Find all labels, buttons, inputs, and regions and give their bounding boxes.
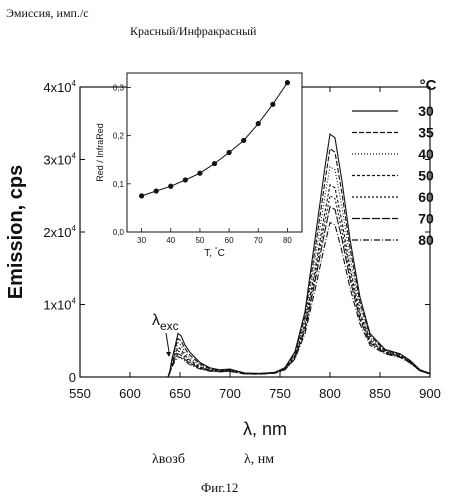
inset-x-tick-label-40: 40 [166,236,175,245]
x-tick-label-700: 700 [219,386,241,401]
inset-x-tick-label-70: 70 [254,236,263,245]
legend-label-35: 35 [418,125,434,141]
inset-point-80 [284,80,291,86]
y-tick-label-1: 1x104 [43,297,76,313]
lambda-exc-arrow-head [166,352,171,357]
inset-point-40 [168,183,174,189]
legend-title: °C [420,77,437,94]
y-tick-label-0: 0 [69,370,76,385]
inset-x-tick-label-80: 80 [283,236,292,245]
figure-caption: Фиг.12 [201,480,239,495]
inset-y-axis-label: Red / InfraRed [95,123,105,182]
legend-label-70: 70 [418,211,434,227]
lambda-exc-label: λexc [152,312,179,333]
inset-y-tick-label-0,3: 0,3 [113,83,125,92]
inset-point-30 [138,193,145,199]
inset-point-75 [270,101,276,107]
series-line-80 [80,221,431,378]
lambda-exc-arrow-line [165,332,170,353]
inset-y-tick-label-0,1: 0,1 [113,180,125,189]
legend-label-30: 30 [418,103,434,119]
y-tick-label-3: 3x104 [43,152,76,168]
inset-point-55 [211,160,218,167]
x-tick-label-600: 600 [119,386,141,401]
inset-point-60 [226,149,232,156]
series-line-70 [80,205,431,378]
x-tick-label-650: 650 [169,386,191,401]
emission-caption-ru: Эмиссия, имп./с [6,6,89,20]
inset-plot-frame [126,72,303,233]
x-tick-label-800: 800 [319,386,341,401]
legend-label-40: 40 [418,146,434,162]
y-tick-label-4: 4x104 [43,79,76,95]
legend-label-60: 60 [418,189,434,205]
x-tick-label-550: 550 [69,386,91,401]
inset-x-tick-label-60: 60 [225,236,234,245]
series-line-35 [80,147,431,378]
inset-point-65 [241,137,247,144]
x-tick-label-750: 750 [269,386,291,401]
x-axis-label: λ, nm [243,419,287,439]
y-tick-label-2: 2x104 [43,224,76,240]
y-axis-label: Emission, cps [5,165,27,300]
legend-label-80: 80 [418,232,434,248]
inset-point-35 [153,188,159,194]
emission-spectrum-chart: 550 600 650 700 750 800 850 900 0 1x104 2x104 3x104… [5,72,441,439]
legend-label-50: 50 [418,168,434,184]
inset-point-50 [197,170,203,176]
inset-point-45 [182,177,188,183]
inset-y-tick-label-0,0: 0,0 [113,228,125,237]
inset-point-70 [255,120,261,127]
x-tick-label-900: 900 [419,386,441,401]
excitation-wavelength-caption-ru: λвозб [152,452,185,467]
inset-x-tick-label-50: 50 [195,236,204,245]
inset-x-axis-label: T, °C [204,246,225,259]
wavelength-caption-ru: λ, нм [244,452,275,467]
x-tick-label-850: 850 [369,386,391,401]
red-infrared-caption-ru: Красный/Инфракрасный [130,24,257,38]
inset-y-tick-label-0,2: 0,2 [113,132,125,141]
inset-x-tick-label-30: 30 [137,236,146,245]
